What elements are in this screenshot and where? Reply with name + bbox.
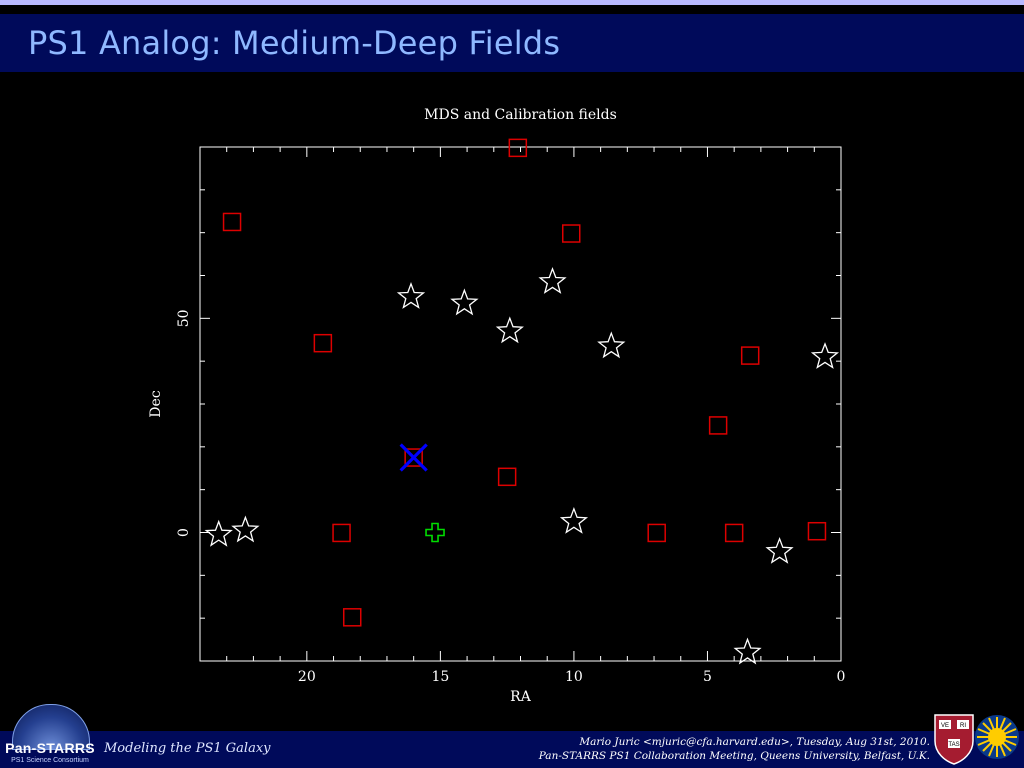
square-marker [647,523,666,543]
star-marker [538,267,567,294]
square-marker [332,523,351,543]
logo-text: Pan-STARRS [5,740,95,756]
square-marker [313,333,333,353]
x-tick-label: 0 [837,669,846,685]
slide-title: PS1 Analog: Medium-Deep Fields [28,24,561,62]
plot-frame [199,146,842,662]
star-marker [450,288,479,316]
footer-title: Modeling the PS1 Galaxy [104,741,271,756]
x-tick-label: 5 [703,669,712,685]
star-marker [810,342,840,369]
star-marker [597,331,626,359]
star-marker [204,519,233,547]
cross-marker [425,522,445,543]
x-marker [399,443,428,472]
footer-credits: Mario Juric <mjuric@cfa.harvard.edu>, Tu… [539,735,930,763]
harvard-shield-icon: VE RI TAS [934,714,974,765]
star-marker [495,316,524,344]
y-tick-label: 0 [176,528,192,537]
square-marker [807,521,827,541]
star-marker [765,536,794,564]
y-axis-label: Dec [148,390,164,418]
x-tick-label: 15 [431,669,449,685]
shield-letters: VE [941,723,949,729]
pan-starrs-logo: Pan-STARRS PS1 Science Consortium [4,704,96,768]
y-tick-label: 50 [176,309,192,327]
x-axis-label: RA [510,689,532,705]
footer-bar: Modeling the PS1 Galaxy Mario Juric <mju… [0,731,1024,768]
top-accent-stripe [0,0,1024,5]
square-marker [724,523,744,543]
square-marker [404,448,423,467]
x-tick-label: 20 [298,669,316,685]
star-marker [231,515,260,543]
star-marker [396,282,426,309]
square-marker [708,416,728,435]
star-marker [733,637,762,665]
square-marker [740,346,760,365]
footer-credits-line1: Mario Juric <mjuric@cfa.harvard.edu>, Tu… [579,736,930,748]
square-marker [222,212,242,232]
square-marker [508,138,528,158]
square-marker [561,224,581,243]
smithsonian-sun-icon [975,715,1019,759]
star-marker [559,506,589,534]
x-tick-label: 10 [565,669,583,685]
logo-subtext: PS1 Science Consortium [11,757,89,764]
square-marker [497,467,517,487]
shield-letters: TAS [948,742,959,748]
shield-letters: RI [960,723,966,729]
chart-title: MDS and Calibration fields [424,107,617,123]
square-marker [342,608,362,627]
title-bar: PS1 Analog: Medium-Deep Fields [0,14,1024,72]
footer-credits-line2: Pan-STARRS PS1 Collaboration Meeting, Qu… [538,750,930,762]
